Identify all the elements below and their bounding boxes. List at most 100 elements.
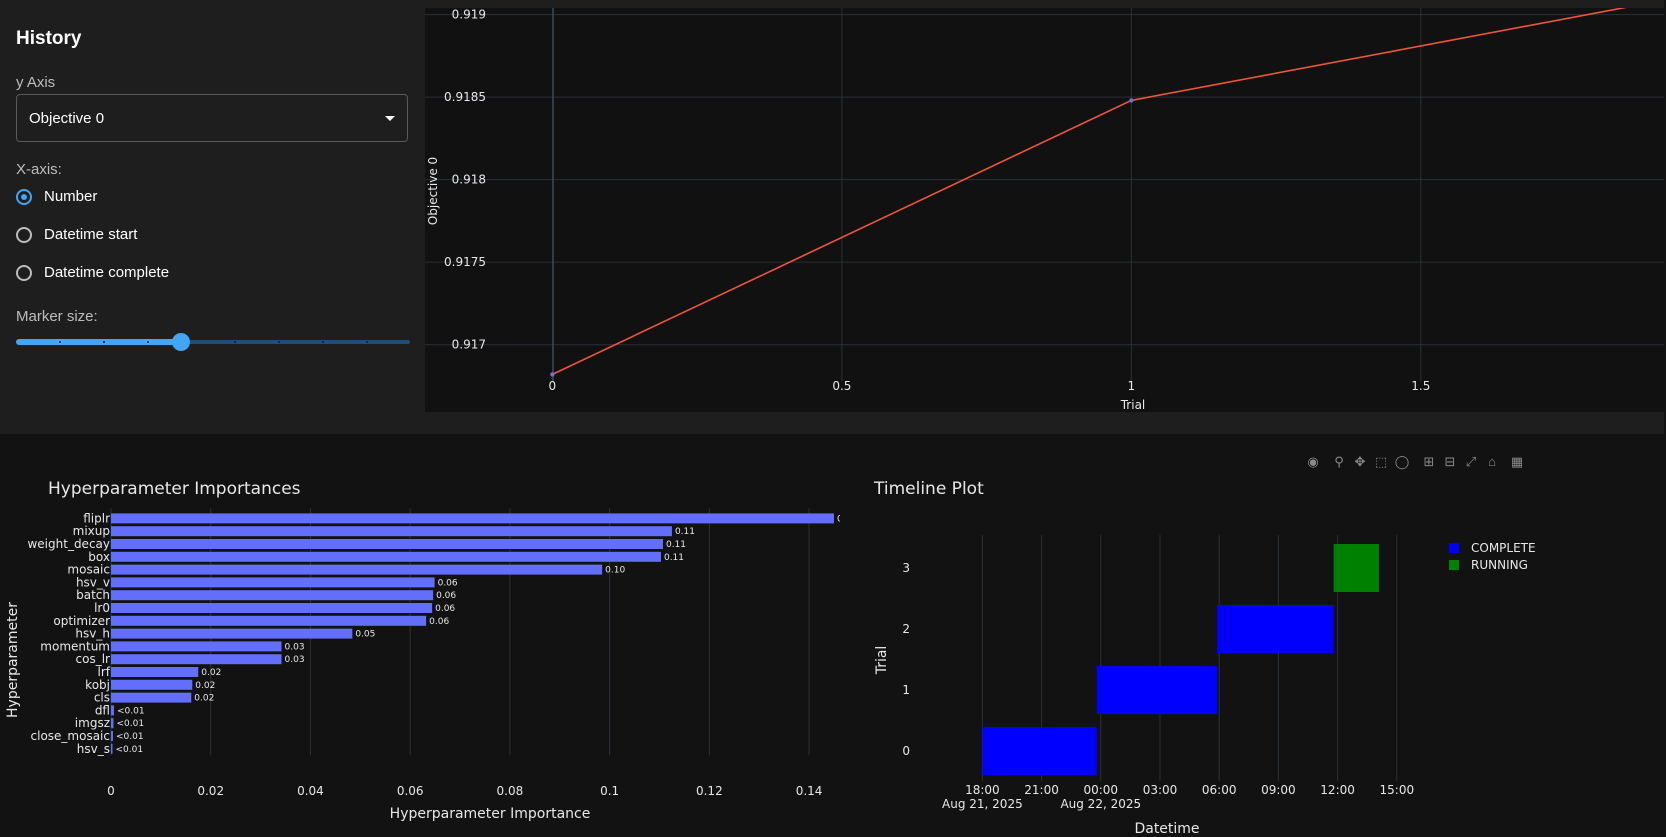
hyperparameter-importances-chart[interactable]: Hyperparameter Importances 0 0.11 0.11 0.11… [0, 437, 840, 837]
autoscale-icon[interactable]: ⤢ [1465, 454, 1477, 469]
timeline-y-tick-label: 2 [902, 622, 910, 636]
importance-bar [111, 667, 199, 677]
importance-value-label: <0.01 [116, 719, 144, 729]
timeline-x-tick-label: 18:00 [965, 783, 1000, 797]
box-select-icon[interactable]: ⬚ [1374, 454, 1388, 469]
slider-tick [322, 341, 324, 343]
y-axis-select-value: Objective 0 [29, 110, 105, 127]
timeline-x-tick-label: 09:00 [1261, 783, 1296, 797]
importance-category-label: momentum [40, 639, 110, 653]
importances-x-tick-label: 0.1 [600, 784, 619, 798]
lasso-select-icon[interactable]: ◯ [1394, 454, 1410, 469]
importance-category-label: close_mosaic [31, 729, 110, 743]
timeline-x-tick-label: 15:00 [1380, 783, 1415, 797]
y-axis-label: y Axis [16, 74, 56, 91]
zoom-in-icon[interactable]: ⊞ [1423, 454, 1435, 469]
y-axis-select[interactable]: Objective 0 [16, 94, 408, 142]
slider-tick [366, 341, 368, 343]
importance-category-label: imgsz [75, 716, 110, 730]
slider-tick [234, 341, 236, 343]
marker-size-slider[interactable] [16, 330, 410, 354]
importances-x-tick-label: 0.08 [497, 784, 524, 798]
importance-bar [111, 590, 434, 601]
history-panel: History y Axis Objective 0 X-axis: Numbe… [0, 0, 1664, 434]
importance-category-label: dfl [95, 703, 110, 717]
reset-axes-icon[interactable]: ⌂ [1488, 454, 1496, 469]
importance-bar [111, 641, 282, 652]
radio-label: Datetime complete [44, 264, 170, 281]
history-y-tick-label: 0.919 [452, 8, 486, 22]
importance-category-label: box [88, 550, 110, 564]
importance-value-label: <0.01 [115, 745, 143, 755]
timeline-chart[interactable]: Timeline Plot 18:00 21:00 00:00 03:00 06:00 0… [840, 437, 1666, 837]
importance-category-label: mosaic [67, 563, 110, 577]
importance-bar [111, 551, 661, 562]
timeline-date-label: Aug 22, 2025 [1060, 797, 1141, 811]
slider-thumb[interactable] [172, 333, 191, 351]
history-y-tick-label: 0.9185 [444, 90, 486, 104]
marker-size-label: Marker size: [16, 308, 98, 325]
history-chart[interactable]: 0 0.5 1 1.5 0.917 0.9175 0.918 0.9185 0.919 Tria… [425, 8, 1664, 412]
slider-tick [59, 341, 61, 343]
legend-label: COMPLETE [1471, 541, 1536, 555]
slider-track [16, 339, 182, 345]
timeline-bar [1217, 605, 1334, 653]
importance-category-label: cos_lr [76, 652, 111, 666]
importance-category-label: hsv_h [75, 627, 110, 641]
importances-x-tick-label: 0 [107, 784, 115, 798]
importance-value-label: 0.03 [285, 655, 305, 665]
importance-value-label: 0.06 [436, 591, 456, 601]
slider-rail [16, 340, 410, 344]
plotly-logo-icon[interactable]: ▦ [1510, 454, 1524, 469]
importance-bar [111, 564, 603, 575]
importance-category-label: lr0 [94, 601, 110, 615]
radio-label: Number [44, 188, 98, 205]
importance-bar [111, 628, 353, 639]
importances-x-tick-label: 0.02 [197, 784, 224, 798]
importance-category-label: cls [94, 691, 110, 705]
importance-value-label: 0.02 [201, 668, 221, 678]
timeline-x-tick-label: 03:00 [1143, 783, 1178, 797]
importance-bar [111, 539, 663, 549]
zoom-out-icon[interactable]: ⊟ [1444, 454, 1456, 469]
timeline-y-tick-label: 0 [902, 744, 910, 758]
importances-x-axis-title: Hyperparameter Importance [390, 806, 591, 822]
timeline-x-tick-label: 06:00 [1202, 783, 1237, 797]
importance-bar [111, 692, 192, 703]
importance-category-label: hsv_v [76, 575, 110, 589]
timeline-title: Timeline Plot [873, 479, 984, 499]
history-title: History [16, 28, 82, 49]
history-x-tick-label: 1.5 [1411, 379, 1430, 393]
camera-icon[interactable]: ◉ [1307, 454, 1319, 469]
radio-unchecked-icon [16, 227, 32, 243]
zoom-icon[interactable]: ⚲ [1334, 454, 1344, 469]
importance-bar [111, 731, 113, 741]
importance-value-label: 0.10 [605, 566, 625, 576]
importance-category-label: mixup [73, 524, 110, 538]
history-data-point [1129, 98, 1134, 103]
importances-x-tick-label: 0.06 [397, 784, 424, 798]
slider-tick [147, 341, 149, 343]
timeline-y-axis-title: Trial [874, 646, 890, 676]
timeline-date-label: Aug 21, 2025 [942, 797, 1023, 811]
timeline-x-axis-title: Datetime [1134, 821, 1199, 837]
radio-label: Datetime start [44, 226, 138, 243]
history-y-tick-label: 0.917 [452, 338, 486, 352]
timeline-y-tick-label: 3 [902, 561, 910, 575]
importances-x-tick-label: 0.12 [696, 784, 723, 798]
importance-value-label: 0.06 [429, 617, 449, 627]
importance-category-label: optimizer [53, 614, 110, 628]
importance-value-label: 0.02 [195, 681, 215, 691]
timeline-bar [1333, 544, 1380, 592]
radio-checked-icon [16, 189, 32, 205]
importance-bar [111, 526, 672, 537]
importance-value-label: 0.06 [438, 578, 458, 588]
history-x-tick-label: 0.5 [832, 379, 851, 393]
timeline-bar [1096, 666, 1218, 714]
importance-value-label: 0.11 [675, 527, 695, 537]
legend-swatch [1449, 543, 1459, 553]
importance-category-label: weight_decay [27, 537, 110, 551]
importance-value-label: 0.06 [435, 604, 455, 614]
pan-icon[interactable]: ✥ [1354, 454, 1366, 469]
x-axis-label: X-axis: [16, 161, 62, 178]
